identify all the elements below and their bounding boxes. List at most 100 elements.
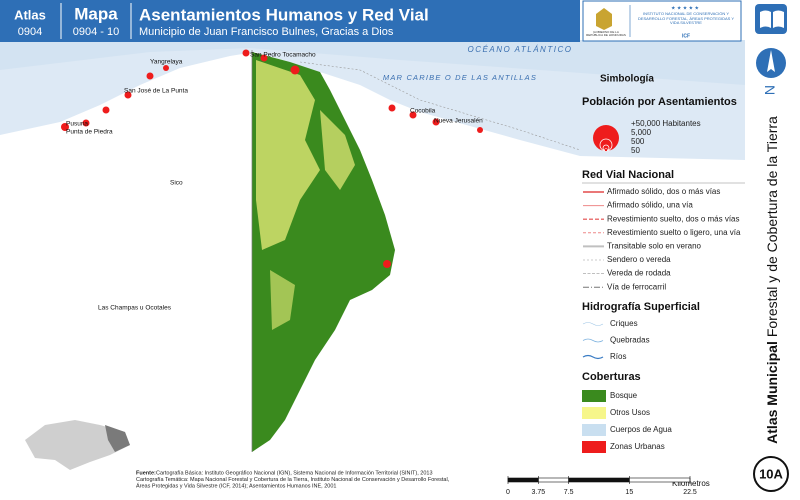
legend-heading: Red Vial Nacional	[582, 169, 674, 181]
series-title: Atlas Municipal Forestal y de Cobertura d…	[764, 116, 780, 444]
scale-label: 0	[506, 489, 510, 496]
settlement	[290, 65, 300, 75]
legend: Simbología Población por Asentamientos R…	[582, 74, 745, 453]
scale-segment	[507, 477, 539, 483]
road-label: Afirmado sólido, una vía	[607, 201, 693, 210]
legend-heading: Coberturas	[582, 371, 641, 383]
scale-segment	[538, 477, 569, 483]
legend-heading: Hidrografía Superficial	[582, 301, 700, 313]
gov-caption-box: GOBIERNO DE LA REPÚBLICA DE HONDURAS	[586, 31, 626, 38]
series-title-bold: Atlas Municipal	[764, 341, 780, 444]
place-label: Pusuna	[66, 121, 88, 128]
cover-label: Otros Usos	[610, 408, 650, 417]
settlement	[124, 91, 132, 99]
road-label: Vía de ferrocarril	[607, 282, 666, 291]
road-label: Afirmado sólido, dos o más vías	[607, 187, 720, 196]
place-label: San José de La Punta	[124, 88, 188, 95]
place-label: Cocobila	[410, 108, 436, 115]
scale-label: 7.5	[564, 489, 574, 496]
hydro-symbol	[582, 354, 604, 360]
source-label: Fuente:	[136, 470, 156, 476]
population-label: 5,000	[631, 128, 652, 137]
settlement	[146, 72, 154, 80]
source-line: Cartografía Básica: Instituto Geográfico…	[156, 470, 433, 476]
settlement	[61, 123, 69, 131]
source-line: Áreas Protegidas y Vida Silvestre (ICF, …	[136, 482, 336, 489]
settlement	[477, 127, 483, 133]
settlement	[82, 119, 90, 127]
settlement	[383, 260, 391, 268]
cover-label: Zonas Urbanas	[610, 442, 665, 451]
sheet-badge	[753, 456, 789, 492]
population-symbol	[593, 125, 619, 151]
place-label: Yangrelaya	[150, 59, 183, 66]
source-block: Fuente: Cartografía Básica: Instituto Ge…	[136, 470, 450, 489]
institute-caption: INSTITUTO NACIONAL DE CONSERVACIÓN Y DES…	[637, 12, 735, 26]
country-shape	[25, 420, 130, 470]
place-label: Las Champas u Ocotales	[98, 305, 172, 312]
settlement	[102, 106, 110, 114]
place-label: Nueva Jerusalén	[434, 118, 483, 125]
scale-segment	[568, 477, 630, 483]
scale-unit: Kilómetros	[672, 479, 710, 488]
legend-title: Simbología	[600, 74, 654, 85]
road-label: Revestimiento suelto o ligero, una vía	[607, 228, 741, 237]
scale-label: 3.75	[532, 489, 546, 496]
institute-short: ICF	[682, 33, 690, 39]
north-arrow	[767, 50, 775, 72]
inset-map	[25, 420, 130, 470]
scale-bar: Kilómetros 0 3.75 7.5 15 22.5	[506, 476, 710, 496]
hydro-symbol	[582, 338, 604, 343]
logo-stars: ★ ★ ★ ★ ★	[671, 5, 699, 11]
road-label: Revestimiento suelto, dos o más vías	[607, 214, 740, 223]
book-pages	[760, 10, 784, 28]
map-code: 0904 - 10	[73, 26, 119, 38]
population-symbol	[604, 148, 608, 152]
settlement	[409, 111, 417, 119]
map-title: Asentamientos Humanos y Red Vial	[139, 5, 429, 24]
settlement	[163, 65, 169, 71]
population-label: 50	[631, 146, 640, 155]
hydro-symbol	[582, 322, 604, 326]
settlement	[260, 54, 268, 62]
road-label: Transitable solo en verano	[607, 242, 702, 251]
cover-swatch	[582, 424, 606, 436]
settlement	[242, 49, 250, 57]
cover-label: Bosque	[610, 391, 638, 400]
cover-label: Cuerpos de Agua	[610, 425, 672, 434]
other-use-area	[270, 270, 295, 330]
sea-label: MAR CARIBE O DE LAS ANTILLAS	[383, 73, 537, 82]
road-label: Sendero o vereda	[607, 255, 671, 264]
map-label: Mapa	[74, 4, 118, 23]
place-label: Sico	[170, 180, 183, 187]
settlement	[388, 104, 396, 112]
sheet-number: 10A	[759, 466, 783, 481]
department-highlight	[105, 425, 130, 452]
population-label: 500	[631, 137, 645, 146]
map-subtitle: Municipio de Juan Francisco Bulnes, Grac…	[139, 26, 394, 38]
legend-heading: Población por Asentamientos	[582, 96, 737, 108]
hydro-label: Ríos	[610, 352, 626, 361]
scale-label: 22.5	[683, 489, 697, 496]
place-label: Punta de Piedra	[66, 129, 113, 136]
cover-swatch	[582, 441, 606, 453]
other-use-area	[256, 60, 320, 250]
scale-label: 15	[625, 489, 633, 496]
hydro-label: Criques	[610, 319, 638, 328]
series-title-rest: Forestal y de Cobertura de la Tierra	[764, 116, 780, 337]
coast-road	[299, 61, 581, 151]
north-label: N	[762, 85, 778, 95]
deep-sea	[0, 40, 745, 85]
settlements	[61, 49, 483, 268]
settlement	[432, 118, 440, 126]
header-bar	[0, 0, 580, 42]
hydro-label: Quebradas	[610, 336, 650, 345]
gov-caption: GOBIERNO DE LA REPÚBLICA DE HONDURAS	[586, 31, 626, 38]
scale-segment	[629, 477, 691, 483]
side-strip	[745, 0, 800, 500]
cover-swatch	[582, 390, 606, 402]
place-label: San Pedro Tocamacho	[250, 52, 316, 59]
